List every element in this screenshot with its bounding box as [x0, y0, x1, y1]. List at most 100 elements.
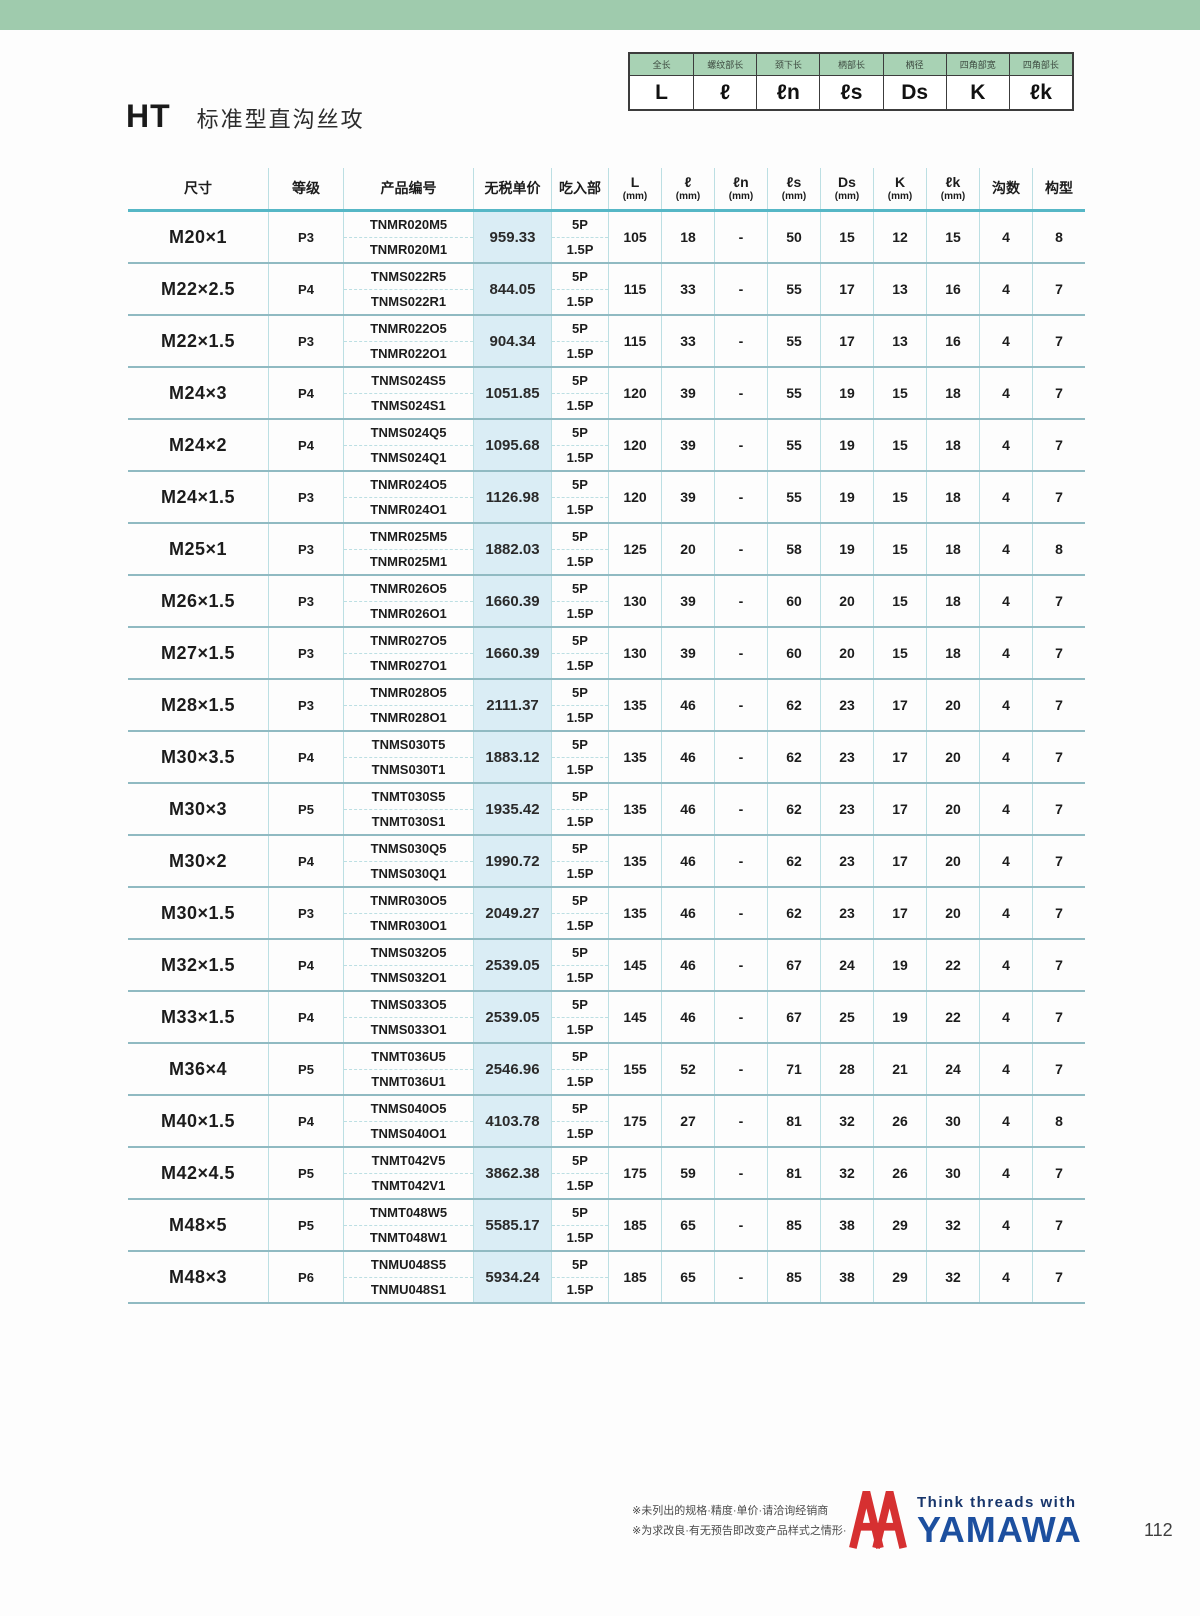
product-code-cell: TNMR025M5 TNMR025M1 — [343, 524, 473, 574]
column-header: ℓs (mm) — [767, 168, 820, 209]
form-cell: 7 — [1032, 992, 1085, 1042]
product-code-cell: TNMS030Q5 TNMS030Q1 — [343, 836, 473, 886]
form-cell: 7 — [1032, 888, 1085, 938]
flutes-cell: 4 — [979, 1200, 1032, 1250]
dim-cell-L: 120 — [608, 420, 661, 470]
dim-cell-ls: 62 — [767, 732, 820, 782]
dim-cell-ln: - — [714, 628, 767, 678]
flutes-cell: 4 — [979, 420, 1032, 470]
product-code-1-5p: TNMS024S1 — [371, 398, 446, 414]
product-code-1-5p: TNMS030T1 — [371, 762, 446, 778]
legend-column: 四角部宽 K — [945, 54, 1009, 109]
column-header-unit: (mm) — [887, 190, 913, 202]
dim-cell-ln: - — [714, 1096, 767, 1146]
price-cell: 2539.05 — [473, 940, 551, 990]
column-header: 构型 — [1032, 168, 1085, 209]
table-row: M24×1.5 P3 TNMR024O5 TNMR024O1 1126.98 5… — [128, 472, 1085, 524]
dim-cell-K: 15 — [873, 368, 926, 418]
column-header: 无税单价 — [473, 168, 551, 209]
product-code-1-5p: TNMR022O1 — [370, 346, 447, 362]
dim-cell-L: 135 — [608, 888, 661, 938]
dim-cell-ls: 85 — [767, 1200, 820, 1250]
dim-cell-L: 135 — [608, 732, 661, 782]
table-row: M30×1.5 P3 TNMR030O5 TNMR030O1 2049.27 5… — [128, 888, 1085, 940]
dim-cell-L: 175 — [608, 1148, 661, 1198]
grade-cell: P3 — [268, 524, 343, 574]
chamfer-1-5p: 1.5P — [566, 658, 594, 674]
chamfer-5p: 5P — [552, 888, 608, 914]
dim-cell-ln: - — [714, 264, 767, 314]
price-cell: 904.34 — [473, 316, 551, 366]
grade-cell: P5 — [268, 1044, 343, 1094]
form-cell: 7 — [1032, 836, 1085, 886]
chamfer-cell: 5P 1.5P — [551, 212, 608, 262]
table-row: M24×2 P4 TNMS024Q5 TNMS024Q1 1095.68 5P … — [128, 420, 1085, 472]
product-code-5p: TNMR022O5 — [344, 316, 473, 342]
chamfer-cell: 5P 1.5P — [551, 1200, 608, 1250]
dim-cell-Ds: 28 — [820, 1044, 873, 1094]
price-cell: 2539.05 — [473, 992, 551, 1042]
product-code-cell: TNMT036U5 TNMT036U1 — [343, 1044, 473, 1094]
grade-cell: P4 — [268, 1096, 343, 1146]
dim-cell-K: 13 — [873, 316, 926, 366]
chamfer-1-5p: 1.5P — [566, 1126, 594, 1142]
table-row: M28×1.5 P3 TNMR028O5 TNMR028O1 2111.37 5… — [128, 680, 1085, 732]
chamfer-5p: 5P — [552, 316, 608, 342]
dim-cell-ls: 55 — [767, 472, 820, 522]
product-code-1-5p: TNMS032O1 — [370, 970, 447, 986]
legend-label: 颈下长 — [757, 54, 820, 76]
dim-cell-L: 115 — [608, 264, 661, 314]
product-code-5p: TNMR020M5 — [344, 212, 473, 238]
product-code-cell: TNMS040O5 TNMS040O1 — [343, 1096, 473, 1146]
size-cell: M20×1 — [168, 226, 228, 247]
flutes-cell: 4 — [979, 368, 1032, 418]
flutes-cell: 4 — [979, 264, 1032, 314]
chamfer-1-5p: 1.5P — [566, 762, 594, 778]
product-code-cell: TNMR027O5 TNMR027O1 — [343, 628, 473, 678]
form-cell: 7 — [1032, 368, 1085, 418]
dim-cell-ln: - — [714, 680, 767, 730]
size-cell: M22×2.5 — [160, 278, 236, 299]
dim-cell-l: 46 — [661, 784, 714, 834]
footer-note-line: ※未列出的规格·精度·单价·请洽询经销商 — [632, 1505, 829, 1517]
product-code-cell: TNMR020M5 TNMR020M1 — [343, 212, 473, 262]
legend-column: 柄部长 ℓs — [819, 54, 883, 109]
product-code-5p: TNMR025M5 — [344, 524, 473, 550]
flutes-cell: 4 — [979, 1252, 1032, 1302]
grade-cell: P3 — [268, 472, 343, 522]
product-code-cell: TNMS024Q5 TNMS024Q1 — [343, 420, 473, 470]
table-row: M24×3 P4 TNMS024S5 TNMS024S1 1051.85 5P … — [128, 368, 1085, 420]
legend-table: 全长 L 螺纹部长 ℓ 颈下长 ℓn 柄部长 ℓs 柄径 Ds 四角部宽 K 四… — [628, 52, 1074, 111]
column-header: 等级 — [268, 168, 343, 209]
chamfer-5p: 5P — [552, 628, 608, 654]
price-cell: 1935.42 — [473, 784, 551, 834]
legend-label: 四角部长 — [1009, 54, 1072, 76]
dim-cell-Ds: 19 — [820, 368, 873, 418]
table-row: M48×3 P6 TNMU048S5 TNMU048S1 5934.24 5P … — [128, 1252, 1085, 1304]
dim-cell-ls: 60 — [767, 628, 820, 678]
product-code-cell: TNMS022R5 TNMS022R1 — [343, 264, 473, 314]
legend-label: 螺纹部长 — [694, 54, 757, 76]
dim-cell-ls: 55 — [767, 264, 820, 314]
dim-cell-Ds: 23 — [820, 888, 873, 938]
chamfer-5p: 5P — [552, 1096, 608, 1122]
product-code-1-5p: TNMT036U1 — [371, 1074, 446, 1090]
size-cell: M40×1.5 — [160, 1110, 236, 1131]
form-cell: 7 — [1032, 420, 1085, 470]
legend-label: 柄径 — [883, 54, 946, 76]
dim-cell-l: 65 — [661, 1252, 714, 1302]
flutes-cell: 4 — [979, 940, 1032, 990]
form-cell: 7 — [1032, 1044, 1085, 1094]
dim-cell-Ds: 38 — [820, 1252, 873, 1302]
dim-cell-lk: 18 — [926, 524, 979, 574]
chamfer-5p: 5P — [552, 1200, 608, 1226]
chamfer-5p: 5P — [552, 264, 608, 290]
form-cell: 7 — [1032, 628, 1085, 678]
grade-cell: P4 — [268, 992, 343, 1042]
flutes-cell: 4 — [979, 628, 1032, 678]
chamfer-1-5p: 1.5P — [566, 1022, 594, 1038]
size-cell: M24×2 — [168, 434, 228, 455]
form-cell: 7 — [1032, 940, 1085, 990]
product-code-5p: TNMS024S5 — [344, 368, 473, 394]
product-code-5p: TNMR027O5 — [344, 628, 473, 654]
